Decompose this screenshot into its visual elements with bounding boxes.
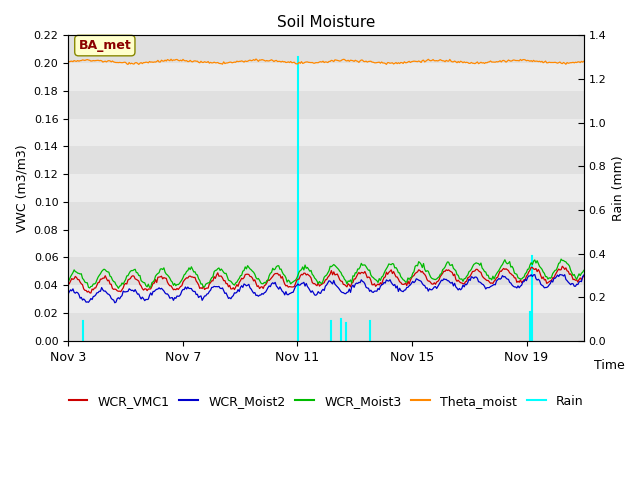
Bar bbox=[68, 119, 584, 146]
Bar bbox=[68, 202, 584, 230]
Bar bbox=[68, 63, 584, 91]
Bar bbox=[68, 313, 584, 341]
Title: Soil Moisture: Soil Moisture bbox=[277, 15, 375, 30]
Bar bbox=[68, 257, 584, 285]
Legend: WCR_VMC1, WCR_Moist2, WCR_Moist3, Theta_moist, Rain: WCR_VMC1, WCR_Moist2, WCR_Moist3, Theta_… bbox=[63, 390, 588, 413]
X-axis label: Time: Time bbox=[595, 359, 625, 372]
Bar bbox=[68, 36, 584, 63]
Text: BA_met: BA_met bbox=[79, 39, 131, 52]
Bar bbox=[68, 285, 584, 313]
Bar bbox=[68, 230, 584, 257]
Bar bbox=[68, 146, 584, 174]
Y-axis label: Rain (mm): Rain (mm) bbox=[612, 155, 625, 221]
Bar bbox=[68, 174, 584, 202]
Y-axis label: VWC (m3/m3): VWC (m3/m3) bbox=[15, 144, 28, 232]
Bar bbox=[68, 91, 584, 119]
